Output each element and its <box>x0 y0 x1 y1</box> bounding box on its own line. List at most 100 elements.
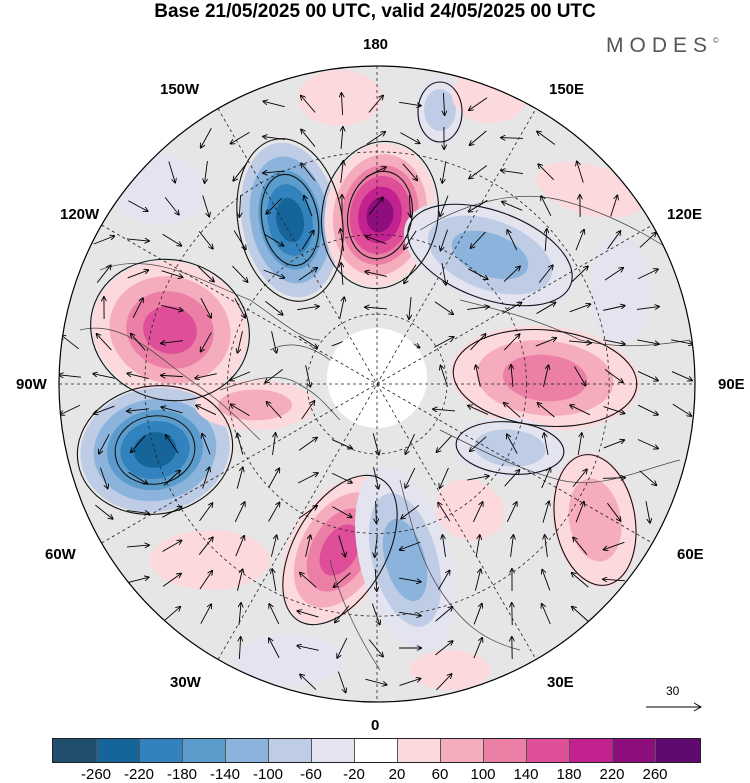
wind-vector-arrow <box>373 467 378 488</box>
wind-vector-arrow <box>472 502 482 523</box>
wind-vector-arrow <box>127 373 149 380</box>
colorbar-tick-label: 220 <box>599 766 625 783</box>
map-border <box>58 65 696 703</box>
wind-vector-arrow <box>201 332 212 351</box>
wind-vector-arrow <box>442 161 447 183</box>
wind-vector-arrow <box>337 637 348 658</box>
colorbar-ticks: -260 -220 -180 -140 -100 -60 -20 20 60 100 140 180 2… <box>0 766 750 783</box>
wind-vector-arrow <box>269 638 280 658</box>
anomaly-contour-fill <box>451 230 529 280</box>
wind-vector-arrow <box>263 137 285 140</box>
wind-vector-arrow <box>574 366 585 386</box>
colorbar-tick-label: -220 <box>123 766 155 783</box>
wind-vector-arrow <box>572 607 589 622</box>
colorbar-swatch <box>97 739 140 762</box>
colorbar-tick-label: -100 <box>252 766 284 783</box>
wind-vector-arrow <box>475 535 480 557</box>
wind-vector-arrow <box>128 200 147 211</box>
wind-vector-arrow <box>572 573 589 588</box>
wind-vector-arrow <box>577 433 582 455</box>
height-contour-line <box>236 138 344 302</box>
height-contour-line <box>455 421 565 475</box>
colorbar-swatch <box>355 739 398 762</box>
wind-vector-arrow <box>331 472 352 482</box>
wind-vector-arrow <box>93 374 115 379</box>
wind-vector-arrow <box>435 641 452 656</box>
anomaly-contour-fill <box>435 479 505 541</box>
wind-vector-arrow <box>637 439 658 449</box>
wind-vector-arrow <box>538 164 555 181</box>
wind-vector-arrow <box>375 568 377 591</box>
wind-vector-arrow <box>238 331 243 352</box>
wind-vector-arrow <box>502 202 523 211</box>
wind-vector-arrow <box>301 231 314 250</box>
wind-vector-arrow <box>542 570 551 591</box>
wind-vector-arrow <box>297 611 319 618</box>
wind-vector-arrow <box>545 535 548 557</box>
colorbar-swatch <box>484 739 527 762</box>
wind-vector-arrow <box>127 270 149 279</box>
wind-vector-arrow <box>440 195 449 217</box>
wind-vector-arrow <box>128 471 148 483</box>
anomaly-contour-fill <box>319 524 361 576</box>
wind-vector-arrow <box>233 163 248 180</box>
wind-vector-arrow <box>61 335 79 350</box>
wind-vector-arrow <box>162 540 181 552</box>
wind-vectors <box>59 93 693 692</box>
vector-scale-arrow <box>646 702 703 712</box>
wind-vector-arrow <box>470 334 485 351</box>
anomaly-contour-fill <box>410 650 490 690</box>
meridian-line <box>217 108 537 660</box>
wind-vector-arrow <box>236 467 243 489</box>
anomaly-contour-fill <box>150 530 270 590</box>
colorbar-tick-label: 60 <box>431 766 449 783</box>
colorbar-swatch <box>613 739 656 762</box>
wind-vector-arrow <box>235 536 244 557</box>
wind-vector-arrow <box>365 272 387 277</box>
wind-vector-arrow <box>338 535 346 556</box>
wind-vector-arrow <box>504 403 521 418</box>
colorbar-swatch <box>53 739 97 762</box>
wind-vector-arrow <box>97 334 112 351</box>
colorbar-swatch <box>269 739 312 762</box>
wind-vector-arrow <box>162 233 182 246</box>
colorbar-swatch <box>441 739 484 762</box>
wind-vector-arrow <box>434 337 453 348</box>
wind-vector-arrow <box>59 375 81 377</box>
colorbar-swatch <box>398 739 441 762</box>
wind-vector-arrow <box>337 671 345 693</box>
wind-vector-arrow <box>570 405 591 416</box>
wind-vector-arrow <box>263 171 285 173</box>
wind-vector-arrow <box>375 535 378 557</box>
wind-vector-arrow <box>511 365 513 387</box>
lon-label-90e: 90E <box>718 376 745 393</box>
wind-vector-arrow <box>341 161 344 183</box>
wind-vector-arrow <box>399 577 421 582</box>
wind-vector-arrow <box>341 127 343 149</box>
wind-vector-arrow <box>268 468 280 488</box>
wind-vector-arrow <box>637 307 659 310</box>
wind-vector-arrow <box>366 236 387 245</box>
wind-vector-arrow <box>341 93 342 116</box>
wind-vector-arrow <box>639 470 657 485</box>
vector-scale-label: 30 <box>666 684 680 698</box>
wind-vector-arrow <box>239 637 240 660</box>
wind-vector-arrow <box>569 341 591 343</box>
wind-vector-arrow <box>127 510 149 514</box>
wind-vector-arrow <box>405 467 416 488</box>
colorbar-tick-label: -180 <box>166 766 198 783</box>
wind-vector-arrow <box>168 161 175 182</box>
lon-label-30e: 30E <box>547 674 574 691</box>
wind-vector-arrow <box>163 607 181 622</box>
wind-vector-arrow <box>468 268 487 279</box>
anomaly-field <box>80 67 650 690</box>
wind-vector-arrow <box>405 433 416 454</box>
colorbar <box>52 738 701 763</box>
wind-vector-arrow <box>577 161 584 183</box>
wind-vector-arrow <box>232 265 247 282</box>
wind-vector-arrow <box>535 338 556 347</box>
wind-vector-arrow <box>231 131 250 143</box>
wind-vector-arrow <box>637 371 658 380</box>
wind-vector-arrow <box>541 196 552 217</box>
wind-vector-arrow <box>263 269 285 278</box>
